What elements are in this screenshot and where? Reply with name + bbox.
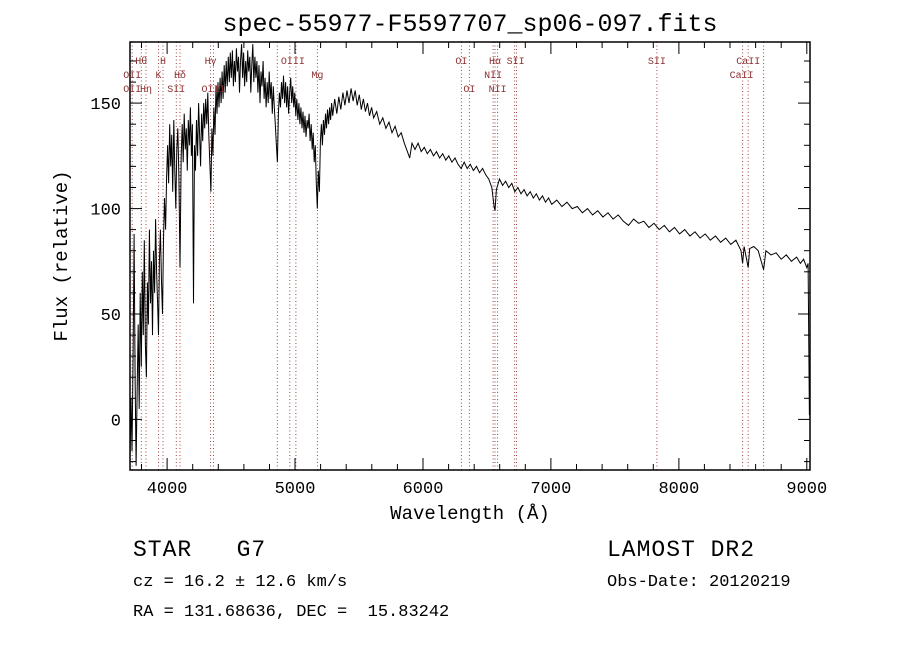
spectral-line-label: SII bbox=[648, 57, 666, 68]
x-tick-label: 5000 bbox=[275, 480, 316, 499]
spectral-line-label: Hδ bbox=[174, 70, 186, 82]
survey-name-text: LAMOST DR2 bbox=[607, 537, 756, 563]
spectral-line-label: Hα bbox=[489, 57, 501, 68]
spectral-line-label: SII bbox=[167, 85, 185, 96]
spectral-line-label: CaII bbox=[736, 57, 760, 68]
spectral-line-label: NII bbox=[489, 85, 507, 96]
ra-dec-text: RA = 131.68636, DEC = 15.83242 bbox=[133, 603, 450, 622]
plot-title: spec-55977-F5597707_sp06-097.fits bbox=[222, 10, 718, 39]
spectral-line-label: Hθ bbox=[135, 56, 147, 68]
y-axis-label: Flux (relative) bbox=[51, 170, 73, 342]
spectral-line-label: Hγ bbox=[205, 57, 217, 68]
spectral-line-label: Hη bbox=[140, 85, 152, 96]
radial-velocity-text: cz = 16.2 ± 12.6 km/s bbox=[133, 573, 348, 592]
marker-labels: Hθ H Hγ OIII OI Hα SII SII CaII OII K Hδ Mg NII CaII OI… bbox=[123, 56, 760, 96]
axis-ticks bbox=[130, 42, 810, 470]
x-tick-label: 7000 bbox=[530, 480, 571, 499]
spectral-line-label: CaII bbox=[730, 71, 754, 82]
x-axis-label: Wavelength (Å) bbox=[390, 503, 550, 525]
y-tick-label: 150 bbox=[90, 96, 121, 115]
spectral-line-label: K bbox=[155, 71, 161, 82]
spectral-line-label: SII bbox=[507, 57, 525, 68]
obs-date-text: Obs-Date: 20120219 bbox=[607, 573, 791, 592]
y-tick-label: 0 bbox=[111, 412, 121, 431]
spectral-line-label: OIII bbox=[201, 85, 225, 96]
spectral-line-label: OII bbox=[123, 85, 141, 96]
spectral-line-label: OI bbox=[455, 57, 467, 68]
spectrum-line bbox=[130, 44, 810, 466]
x-tick-label: 9000 bbox=[786, 480, 827, 499]
y-tick-label: 50 bbox=[101, 307, 121, 326]
spectral-line-label: OII bbox=[123, 71, 141, 82]
classification-text: STAR G7 bbox=[133, 537, 267, 563]
plot-frame bbox=[129, 41, 811, 471]
x-tick-label: 6000 bbox=[403, 480, 444, 499]
x-tick-label: 4000 bbox=[147, 480, 188, 499]
y-tick-label: 100 bbox=[90, 202, 121, 221]
spectral-line-label: OI bbox=[463, 85, 475, 96]
spectral-line-label: H bbox=[160, 57, 166, 68]
spectral-line-label: OIII bbox=[281, 57, 305, 68]
spectral-line-label: NII bbox=[484, 71, 502, 82]
spectral-line-markers bbox=[131, 42, 765, 470]
spectral-line-label: Mg bbox=[311, 71, 323, 82]
x-tick-label: 8000 bbox=[658, 480, 699, 499]
tick-labels: 4000 5000 6000 7000 8000 9000 0 50 100 150 bbox=[90, 96, 827, 499]
